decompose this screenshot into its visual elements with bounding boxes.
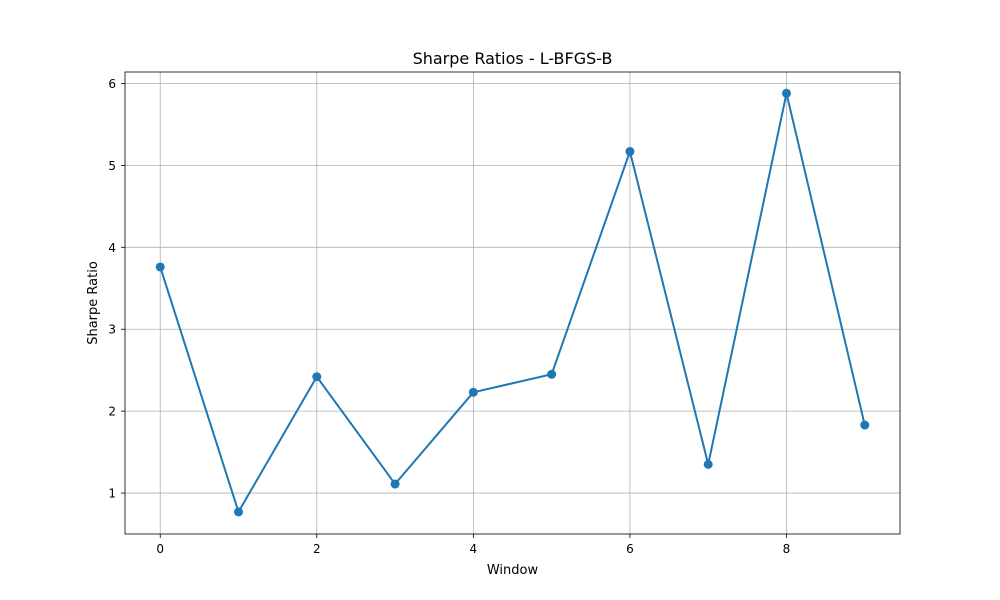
series-layer [155, 88, 870, 517]
x-tick-label: 2 [313, 542, 321, 556]
data-point [390, 479, 400, 489]
axis-ticks: 0 2 4 6 8 1 2 3 4 5 6 [108, 77, 790, 556]
series-line [159, 92, 866, 513]
data-point [860, 420, 870, 430]
y-tick-label: 4 [108, 241, 116, 255]
y-tick-label: 2 [108, 405, 116, 419]
chart-title: Sharpe Ratios - L-BFGS-B [413, 49, 613, 68]
x-axis-label: Window [487, 563, 539, 578]
x-tick-label: 8 [783, 542, 791, 556]
data-point [312, 372, 322, 382]
data-point [703, 459, 713, 469]
x-tick-label: 4 [470, 542, 478, 556]
data-point [155, 262, 165, 272]
y-tick-label: 3 [108, 323, 116, 337]
data-point [625, 146, 635, 156]
y-axis-label: Sharpe Ratio [86, 261, 101, 345]
data-point [234, 507, 244, 517]
y-tick-label: 6 [108, 77, 116, 91]
plot-frame [124, 71, 901, 535]
data-point [781, 88, 791, 98]
x-tick-label: 6 [626, 542, 634, 556]
y-tick-label: 1 [108, 487, 116, 501]
y-tick-label: 5 [108, 159, 116, 173]
data-point [468, 387, 478, 397]
x-tick-label: 0 [156, 542, 164, 556]
data-point [547, 369, 557, 379]
